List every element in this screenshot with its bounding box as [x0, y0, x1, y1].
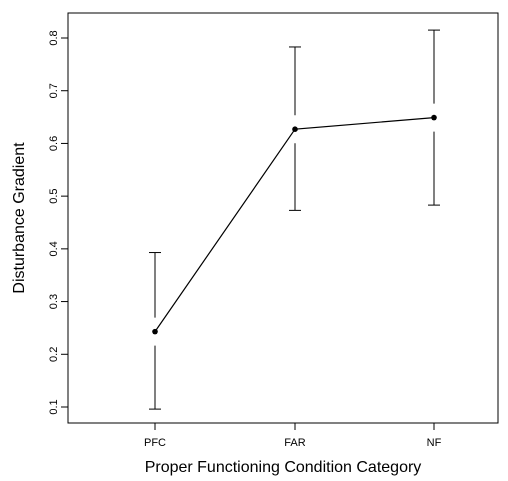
y-tick-label: 0.7 [48, 83, 60, 98]
plot-frame [67, 12, 499, 424]
data-point [431, 114, 437, 121]
data-point [292, 126, 298, 132]
y-axis-title: Disturbance Gradient [11, 142, 28, 294]
y-axis: 0.1 0.2 0.3 0.4 0.5 0.6 0.7 0.8 [48, 30, 68, 415]
x-tick-label: FAR [284, 437, 305, 449]
y-tick-label: 0.5 [48, 188, 60, 203]
x-tick-label: PFC [144, 437, 166, 449]
y-tick-label: 0.4 [48, 241, 60, 256]
y-tick-label: 0.1 [48, 399, 60, 414]
y-tick-label: 0.8 [48, 30, 60, 45]
y-tick-label: 0.3 [48, 294, 60, 309]
y-tick-label: 0.2 [48, 347, 60, 362]
error-bars [149, 29, 440, 410]
x-tick-label: NF [427, 437, 442, 449]
series [152, 114, 437, 335]
data-point [152, 328, 158, 335]
y-tick-label: 0.6 [48, 136, 60, 151]
x-axis-title: Proper Functioning Condition Category [145, 459, 422, 476]
x-axis: PFC FAR NF [144, 423, 442, 449]
